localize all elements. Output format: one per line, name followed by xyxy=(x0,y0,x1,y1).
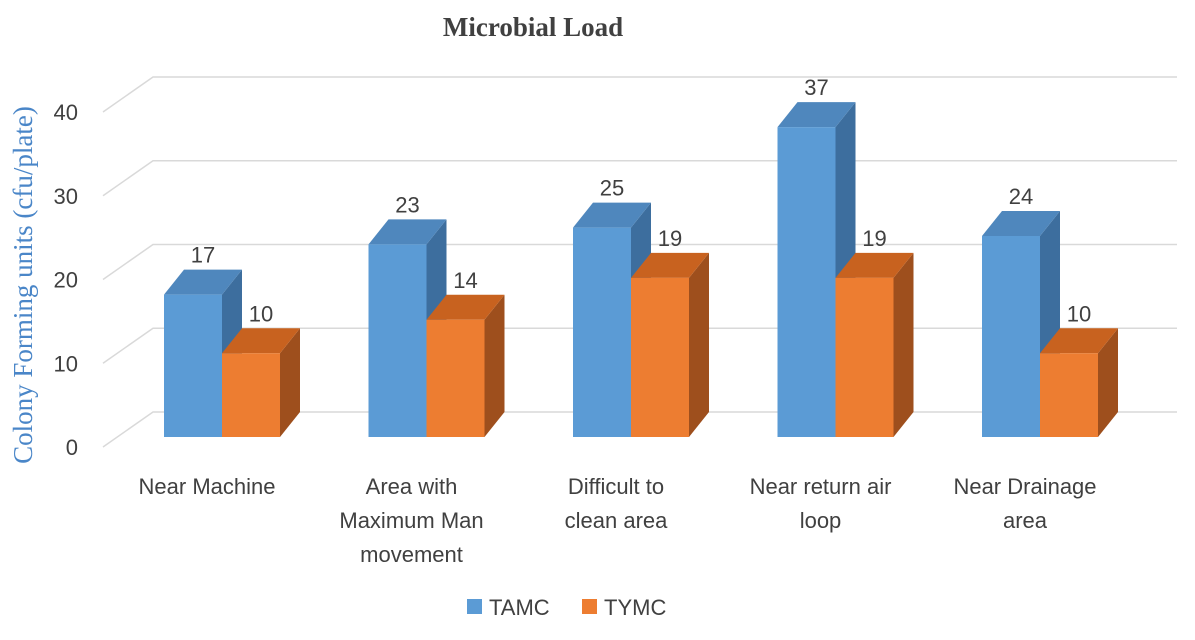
bar-front xyxy=(573,227,631,437)
data-label: 17 xyxy=(191,243,215,268)
bar-tymc-4 xyxy=(1040,328,1118,437)
data-label: 25 xyxy=(600,176,624,201)
x-tick-label: area xyxy=(1003,508,1048,533)
data-label: 19 xyxy=(862,226,886,251)
bar-top xyxy=(426,294,505,320)
y-tick-label: 20 xyxy=(54,268,78,293)
legend-label-tamc: TAMC xyxy=(489,595,550,620)
bar-top xyxy=(835,252,914,278)
x-tick-label: Near return air xyxy=(750,474,892,499)
legend: TAMC TYMC xyxy=(467,595,666,620)
bars xyxy=(164,102,1118,437)
bar-top xyxy=(164,269,242,295)
bar-tymc-0 xyxy=(222,328,300,437)
bar-tamc-4 xyxy=(982,211,1060,437)
bar-top xyxy=(1040,328,1118,354)
data-label: 23 xyxy=(395,192,419,217)
bar-side xyxy=(1098,328,1118,437)
bar-top xyxy=(368,219,447,245)
x-tick-label: clean area xyxy=(565,508,669,533)
bar-top xyxy=(573,202,651,228)
y-tick-label: 30 xyxy=(54,184,78,209)
legend-swatch-tymc xyxy=(582,599,597,614)
legend-label-tymc: TYMC xyxy=(604,595,666,620)
y-axis-ticks: 0 10 20 30 40 xyxy=(54,100,78,460)
data-label: 10 xyxy=(249,301,273,326)
bar-side xyxy=(280,328,300,437)
bar-top xyxy=(222,328,300,354)
bar-front xyxy=(368,244,427,437)
bar-front xyxy=(835,277,894,437)
y-axis-label: Colony Forming units (cfu/plate) xyxy=(8,106,38,464)
bar-side xyxy=(689,252,709,437)
gridline xyxy=(102,76,1177,113)
bar-front xyxy=(777,127,836,437)
data-label: 37 xyxy=(804,75,828,100)
x-tick-label: Maximum Man xyxy=(339,508,483,533)
x-tick-label: Near Machine xyxy=(139,474,276,499)
bar-tymc-1 xyxy=(426,294,505,437)
x-tick-label: loop xyxy=(800,508,842,533)
y-tick-label: 10 xyxy=(54,351,78,376)
x-tick-label: Area with xyxy=(366,474,458,499)
bar-top xyxy=(982,211,1060,236)
data-label: 24 xyxy=(1009,184,1033,209)
data-label: 14 xyxy=(453,268,477,293)
y-tick-label: 0 xyxy=(66,435,78,460)
bar-front xyxy=(982,236,1040,437)
bar-side xyxy=(484,294,505,437)
x-tick-label: movement xyxy=(360,542,463,567)
bar-front xyxy=(164,294,222,437)
y-tick-label: 40 xyxy=(54,100,78,125)
bar-front xyxy=(631,277,689,437)
legend-swatch-tamc xyxy=(467,599,482,614)
bar-front xyxy=(222,353,280,437)
bar-side xyxy=(893,252,914,437)
bar-front xyxy=(426,319,485,437)
bar-top xyxy=(631,252,709,278)
data-label: 19 xyxy=(658,226,682,251)
data-labels: 17 10 23 14 25 19 37 19 24 10 xyxy=(191,75,1091,326)
bar-tymc-3 xyxy=(835,252,914,437)
bar-tymc-2 xyxy=(631,252,709,437)
chart-title: Microbial Load xyxy=(443,12,623,42)
x-axis-labels: Near Machine Area with Maximum Man movement… xyxy=(139,474,1097,567)
bar-front xyxy=(1040,353,1098,437)
bar-top xyxy=(777,102,856,128)
x-tick-label: Near Drainage xyxy=(953,474,1096,499)
x-tick-label: Difficult to xyxy=(568,474,664,499)
data-label: 10 xyxy=(1067,301,1091,326)
